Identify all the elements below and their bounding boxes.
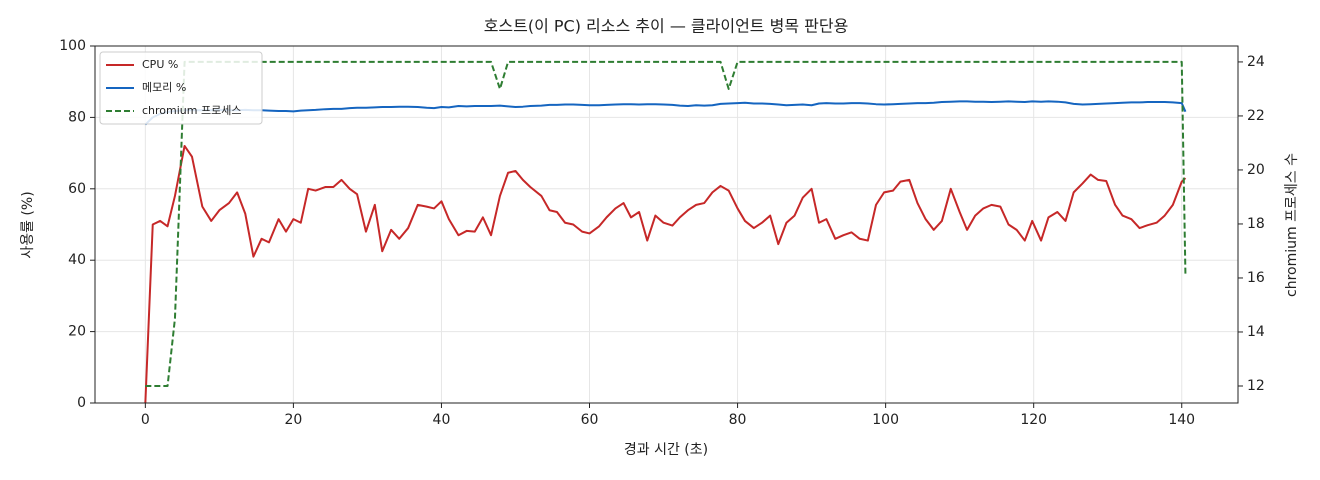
y2-tick-label: 14: [1247, 324, 1265, 340]
legend-label: 메모리 %: [142, 81, 186, 94]
series-line: [144, 144, 1187, 404]
x-tick-label: 100: [872, 412, 899, 428]
x-tick-label: 120: [1020, 412, 1047, 428]
legend-label: CPU %: [142, 58, 178, 71]
plot-frame: [94, 45, 1239, 404]
y2-tick-label: 18: [1247, 216, 1265, 232]
y2-tick-label: 22: [1247, 108, 1265, 124]
y-tick-label: 80: [68, 109, 86, 125]
y-tick-label: 20: [68, 324, 86, 340]
legend-box: [99, 51, 263, 125]
x-tick-label: 20: [284, 412, 302, 428]
y-tick-label: 60: [68, 181, 86, 197]
x-tick-label: 40: [433, 412, 451, 428]
y-tick-label: 100: [59, 38, 86, 54]
y2-tick-label: 16: [1247, 270, 1265, 286]
y-axis-label: 사용률 (%): [20, 191, 36, 258]
y2-tick-label: 20: [1247, 162, 1265, 178]
y-tick-label: 40: [68, 252, 86, 268]
legend-label: chromium 프로세스: [142, 104, 241, 117]
x-tick-label: 0: [141, 412, 150, 428]
x-axis-label: 경과 시간 (초): [624, 442, 708, 458]
y2-tick-label: 12: [1247, 378, 1265, 394]
y2-tick-label: 24: [1247, 54, 1265, 70]
y-tick-label: 0: [77, 395, 86, 411]
y2-axis-label: chromium 프로세스 수: [1284, 153, 1300, 297]
chart-title: 호스트(이 PC) 리소스 추이 — 클라이언트 병목 판단용: [484, 17, 849, 36]
x-tick-label: 140: [1168, 412, 1195, 428]
x-tick-label: 80: [729, 412, 747, 428]
legend: CPU % 메모리 % chromium 프로세스: [99, 51, 263, 125]
series-line: [144, 100, 1187, 126]
x-tick-label: 60: [581, 412, 599, 428]
series-line: [145, 60, 1187, 387]
